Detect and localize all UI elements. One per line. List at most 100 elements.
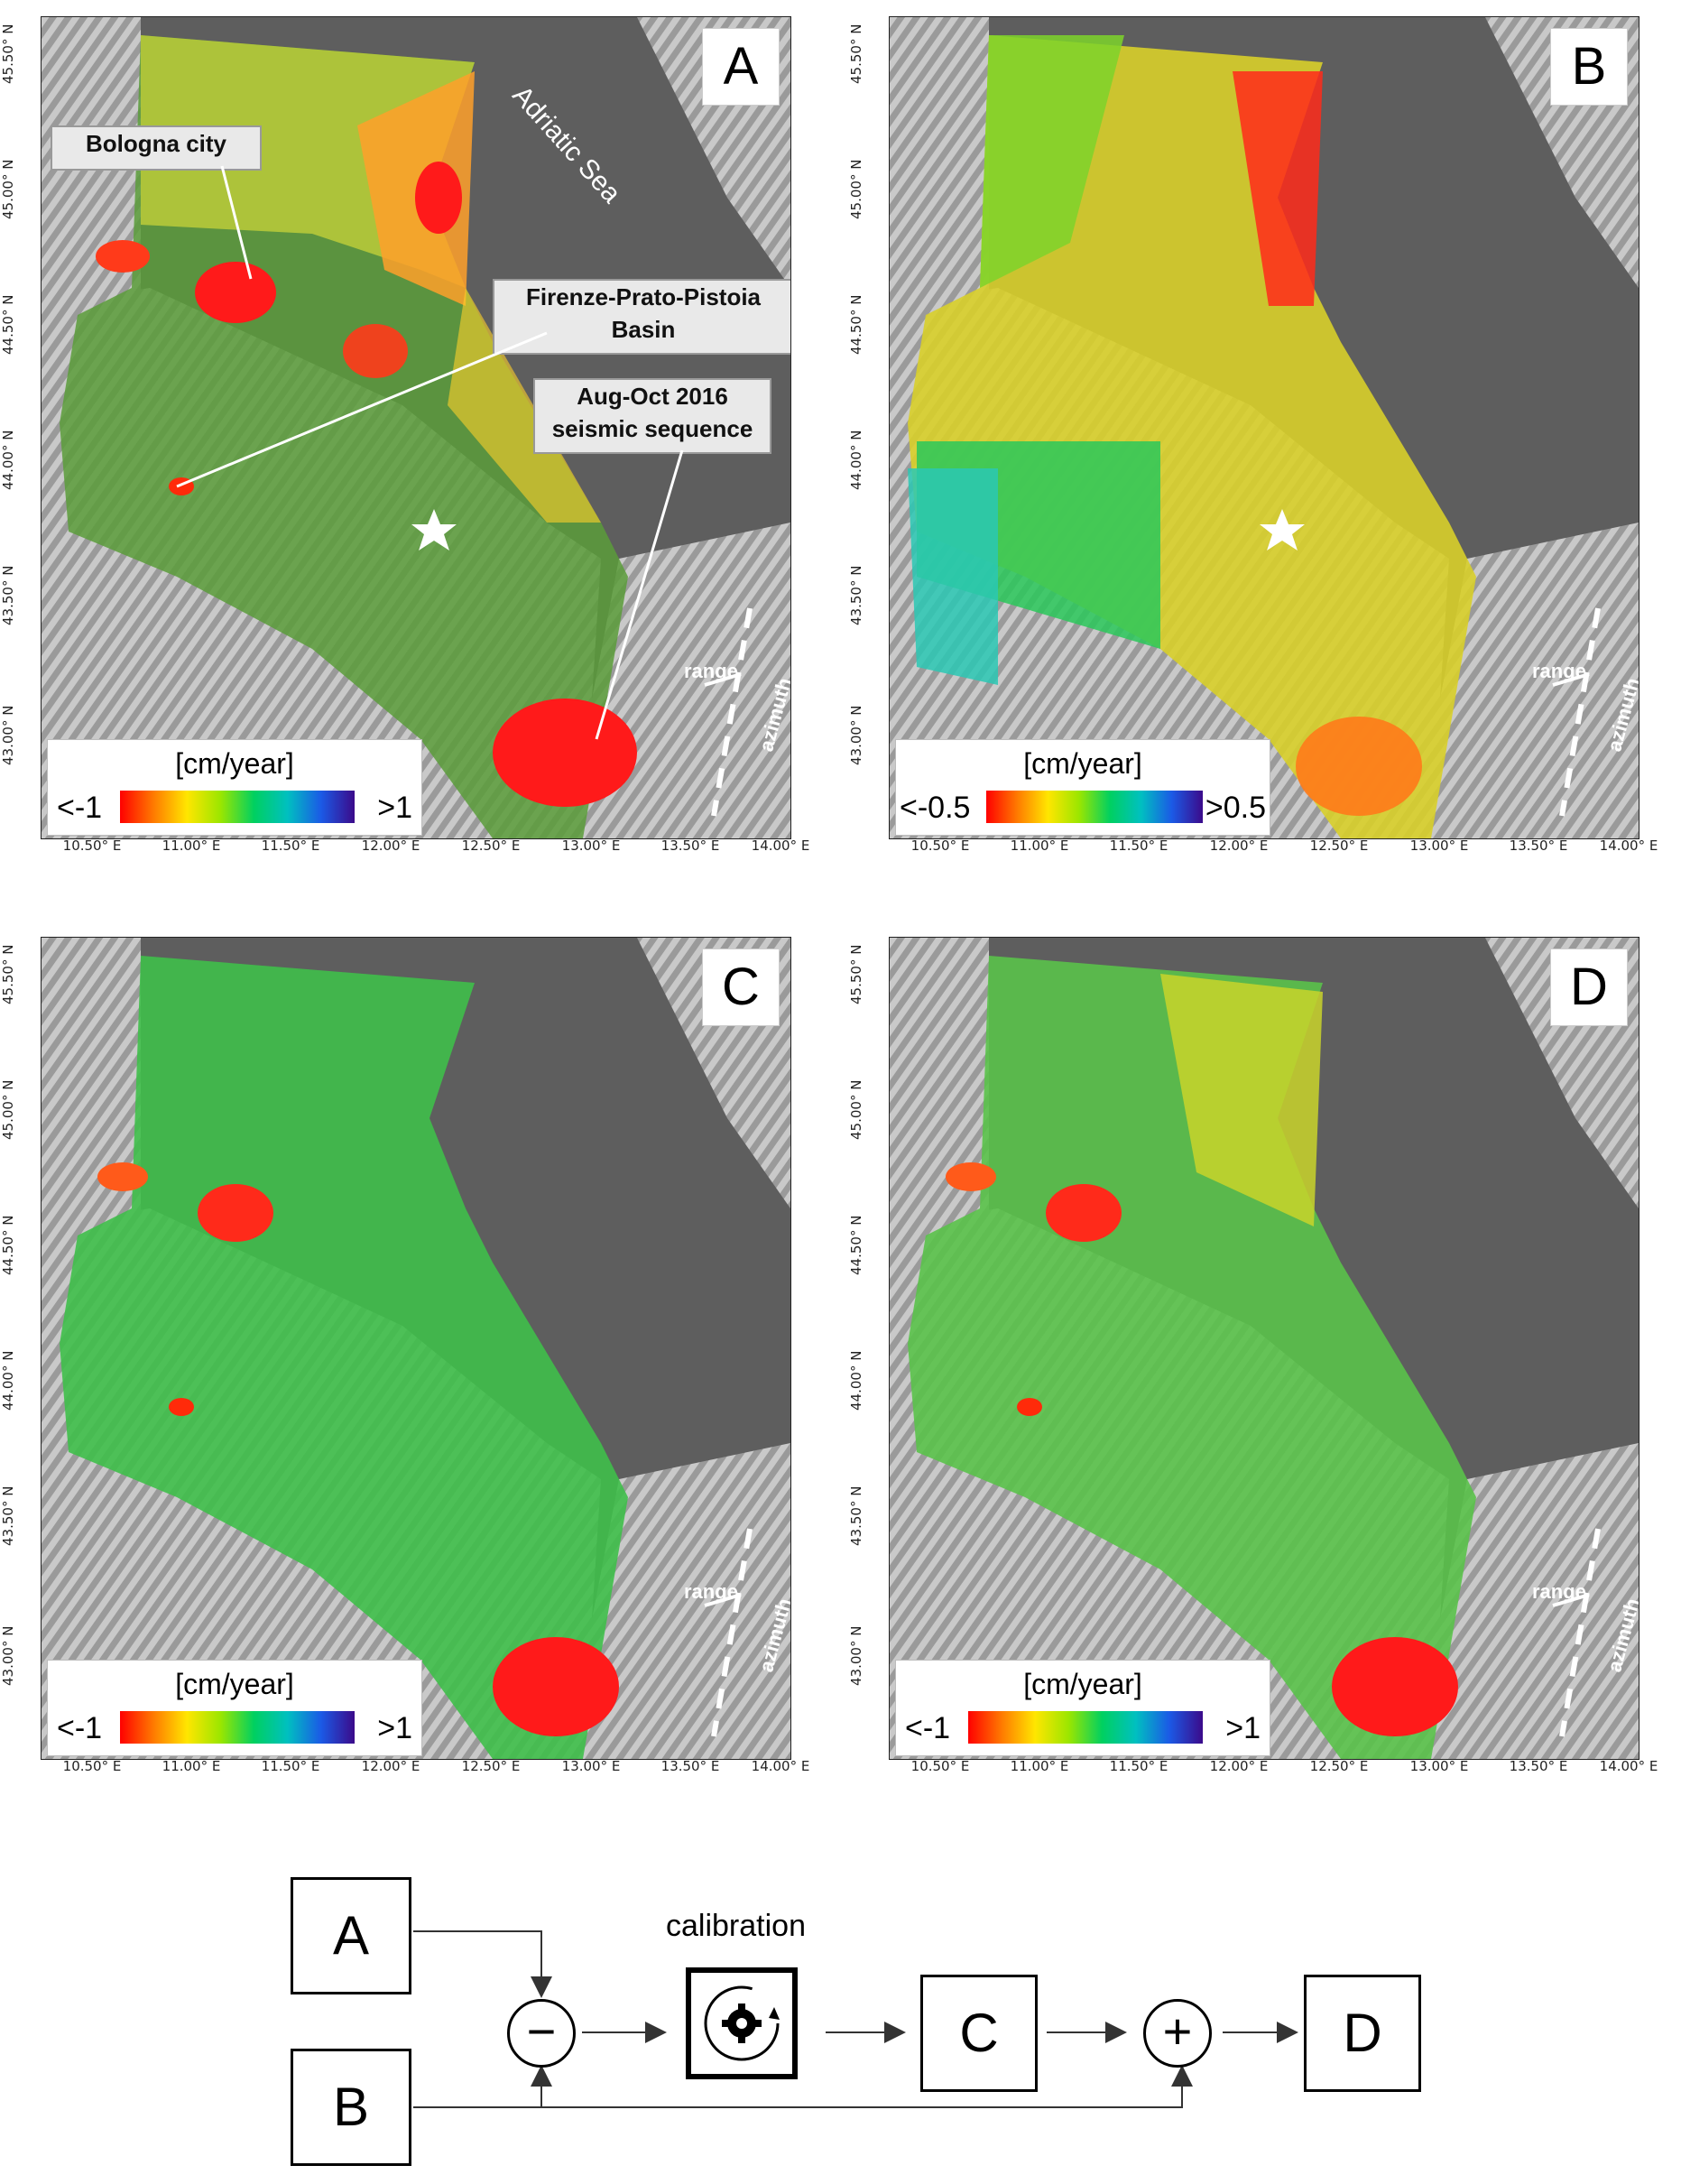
panel-letter: B: [1550, 28, 1628, 106]
gear-cycle-icon: [704, 1985, 780, 2061]
lat-tick: 44.50° N: [0, 1215, 16, 1276]
lon-tick: 12.50° E: [461, 1758, 521, 1774]
legend-unit: [cm/year]: [175, 1668, 294, 1700]
panel-letter: C: [702, 949, 780, 1026]
lon-tick: 10.50° E: [910, 838, 970, 854]
lat-tick: 43.00° N: [0, 1625, 16, 1687]
lon-tick: 11.50° E: [261, 838, 320, 854]
lon-tick: 12.00° E: [1209, 838, 1269, 854]
lat-tick: 45.00° N: [848, 159, 864, 220]
panel-letter: D: [1550, 949, 1628, 1026]
lon-tick: 11.50° E: [1109, 1758, 1168, 1774]
legend-unit: [cm/year]: [1023, 747, 1142, 780]
lon-tick: 10.50° E: [62, 1758, 122, 1774]
lat-tick: 45.50° N: [0, 23, 16, 85]
panel-a: A Adriatic Sea Bologna city Firenze-Prat…: [0, 0, 830, 866]
lat-tick: 43.00° N: [0, 705, 16, 766]
lon-tick: 12.00° E: [361, 838, 420, 854]
colorbar-legend-b: [cm/year] <-0.5 >0.5: [895, 739, 1270, 836]
lat-tick: 44.00° N: [848, 430, 864, 491]
firenze-callout: Firenze-Prato-Pistoia Basin: [493, 279, 790, 355]
lon-tick: 11.00° E: [1010, 838, 1069, 854]
lon-tick: 13.00° E: [1409, 838, 1469, 854]
lon-tick: 14.00° E: [1599, 1758, 1658, 1774]
legend-min: <-1: [57, 791, 103, 825]
map-c: C range azimuth [cm/year] <-1 >1: [41, 937, 791, 1760]
lon-tick: 11.50° E: [1109, 838, 1168, 854]
lat-tick: 44.00° N: [848, 1350, 864, 1411]
flow-box-b: B: [291, 2049, 411, 2166]
processing-flow-diagram: A B − calibration C + D: [0, 1859, 1681, 2184]
legend-colorbar: [986, 791, 1203, 823]
lon-tick: 13.50° E: [660, 1758, 720, 1774]
lon-tick: 13.50° E: [1509, 838, 1568, 854]
lat-tick: 44.50° N: [848, 1215, 864, 1276]
legend-unit: [cm/year]: [175, 747, 294, 780]
seismic-callout: Aug-Oct 2016 seismic sequence: [533, 378, 771, 454]
legend-max: >0.5: [1205, 791, 1266, 825]
lon-tick: 10.50° E: [62, 838, 122, 854]
panel-b: B range azimuth [cm/year] <-0.5 >0.5 45.…: [848, 0, 1678, 866]
lat-tick: 45.50° N: [848, 23, 864, 85]
lon-tick: 11.00° E: [162, 1758, 221, 1774]
colorbar-legend-a: [cm/year] <-1 >1: [47, 739, 422, 836]
range-label: range: [684, 660, 738, 682]
panel-d: D range azimuth [cm/year] <-1 >1 45.50° …: [848, 921, 1678, 1787]
lon-tick: 13.00° E: [561, 1758, 621, 1774]
lat-tick: 45.00° N: [848, 1079, 864, 1141]
lon-tick: 13.50° E: [1509, 1758, 1568, 1774]
legend-max: >1: [377, 1711, 412, 1745]
legend-colorbar: [120, 1711, 355, 1744]
range-label: range: [684, 1580, 738, 1603]
lon-tick: 14.00° E: [751, 838, 810, 854]
flow-box-d: D: [1304, 1975, 1421, 2092]
map-a: A Adriatic Sea Bologna city Firenze-Prat…: [41, 16, 791, 839]
lat-tick: 43.00° N: [848, 1625, 864, 1687]
range-label: range: [1532, 1580, 1586, 1603]
legend-colorbar: [968, 1711, 1203, 1744]
lon-tick: 12.00° E: [361, 1758, 420, 1774]
lon-tick: 12.50° E: [461, 838, 521, 854]
lon-tick: 12.00° E: [1209, 1758, 1269, 1774]
calibration-label: calibration: [666, 1909, 806, 1943]
firenze-line1: Firenze-Prato-Pistoia: [525, 283, 762, 310]
firenze-line2: Basin: [611, 316, 676, 343]
map-b: B range azimuth [cm/year] <-0.5 >0.5: [889, 16, 1639, 839]
lon-tick: 14.00° E: [1599, 838, 1658, 854]
lat-tick: 45.00° N: [0, 1079, 16, 1141]
flow-arrows: [413, 1930, 1298, 2108]
legend-min: <-0.5: [900, 791, 971, 825]
colorbar-legend-c: [cm/year] <-1 >1: [47, 1660, 422, 1756]
range-label: range: [1532, 660, 1586, 682]
lat-tick: 43.50° N: [0, 565, 16, 626]
velocity-map-b: [890, 17, 1639, 838]
colorbar-legend-d: [cm/year] <-1 >1: [895, 1660, 1270, 1756]
legend-max: >1: [1225, 1711, 1261, 1745]
lon-tick: 14.00° E: [751, 1758, 810, 1774]
lat-tick: 43.50° N: [848, 1485, 864, 1547]
lon-tick: 12.50° E: [1309, 838, 1369, 854]
calibration-box: [686, 1967, 798, 2079]
lat-tick: 43.50° N: [848, 565, 864, 626]
lon-tick: 12.50° E: [1309, 1758, 1369, 1774]
flow-box-c: C: [920, 1975, 1038, 2092]
legend-max: >1: [377, 791, 412, 825]
lon-tick: 11.00° E: [1010, 1758, 1069, 1774]
lon-tick: 13.00° E: [561, 838, 621, 854]
lat-tick: 43.50° N: [0, 1485, 16, 1547]
lat-tick: 44.50° N: [848, 294, 864, 356]
lat-tick: 44.50° N: [0, 294, 16, 356]
legend-min: <-1: [905, 1711, 951, 1745]
panel-letter: A: [702, 28, 780, 106]
seismic-line1: Aug-Oct 2016: [577, 383, 728, 410]
flow-box-a: A: [291, 1877, 411, 1994]
lon-tick: 10.50° E: [910, 1758, 970, 1774]
lat-tick: 44.00° N: [0, 430, 16, 491]
lat-tick: 44.00° N: [0, 1350, 16, 1411]
lat-tick: 45.50° N: [0, 944, 16, 1005]
panel-c: C range azimuth [cm/year] <-1 >1 45.50° …: [0, 921, 830, 1787]
velocity-map-c: [42, 938, 790, 1759]
lon-tick: 11.50° E: [261, 1758, 320, 1774]
legend-min: <-1: [57, 1711, 103, 1745]
lon-tick: 13.50° E: [660, 838, 720, 854]
